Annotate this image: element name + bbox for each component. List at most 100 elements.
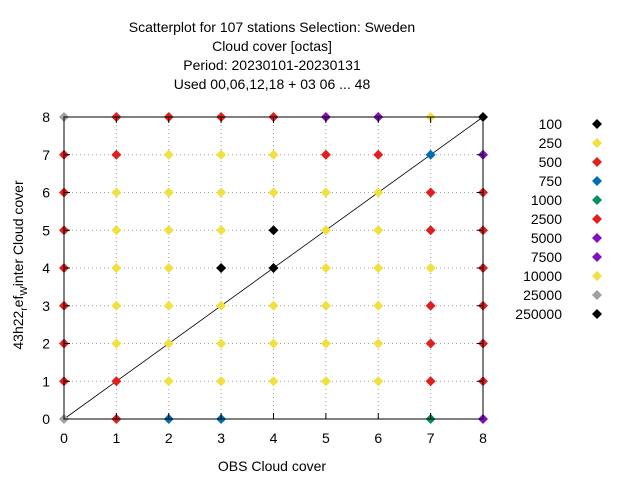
- x-tick-label: 2: [165, 430, 173, 446]
- data-point: [268, 187, 279, 198]
- legend-label: 250000: [515, 306, 562, 322]
- y-tick-label: 3: [42, 298, 50, 314]
- data-point: [216, 300, 227, 311]
- y-label-mid: ef: [10, 296, 26, 308]
- x-axis-ticks: 0 1 2 3 4 5 6 7 8: [60, 117, 487, 446]
- data-point: [373, 187, 384, 198]
- data-point: [320, 338, 331, 349]
- y-tick-label: 4: [42, 260, 50, 276]
- x-tick-label: 6: [374, 430, 382, 446]
- legend-label: 250: [539, 135, 563, 151]
- legend-marker: [592, 233, 602, 243]
- data-point: [268, 263, 279, 273]
- data-point: [216, 225, 227, 236]
- data-point: [216, 263, 227, 273]
- legend-marker: [592, 271, 602, 281]
- legend-marker: [592, 138, 602, 148]
- data-point: [111, 149, 122, 160]
- legend-marker: [592, 290, 602, 300]
- data-point: [111, 376, 122, 387]
- x-tick-label: 0: [60, 430, 68, 446]
- data-point: [216, 376, 227, 387]
- data-point: [163, 263, 174, 273]
- y-tick-label: 2: [42, 336, 50, 352]
- legend-label: 100: [539, 116, 563, 132]
- data-point: [163, 300, 174, 311]
- x-tick-label: 5: [322, 430, 330, 446]
- x-tick-label: 1: [112, 430, 120, 446]
- data-point: [268, 225, 279, 236]
- legend-marker: [592, 252, 602, 262]
- y-label-suffix: inter Cloud cover: [10, 180, 26, 286]
- y-tick-label: 1: [42, 373, 50, 389]
- legend-label: 25000: [523, 287, 562, 303]
- data-point: [425, 187, 436, 198]
- data-point: [111, 338, 122, 349]
- chart-title: Scatterplot for 107 stations Selection: …: [129, 19, 415, 92]
- y-tick-label: 0: [42, 411, 50, 427]
- legend-label: 7500: [531, 249, 562, 265]
- title-line-3: Period: 20230101-20230131: [183, 57, 361, 73]
- data-point: [320, 300, 331, 311]
- title-line-4: Used 00,06,12,18 + 03 06 ... 48: [174, 76, 371, 92]
- data-point: [111, 263, 122, 273]
- data-point: [320, 263, 331, 273]
- data-point: [163, 225, 174, 236]
- x-tick-label: 3: [217, 430, 225, 446]
- y-tick-label: 5: [42, 222, 50, 238]
- data-point: [216, 338, 227, 349]
- y-label-prefix: 43h22: [10, 310, 26, 349]
- data-point: [320, 376, 331, 387]
- title-line-1: Scatterplot for 107 stations Selection: …: [129, 19, 415, 35]
- data-point: [425, 225, 436, 236]
- legend-label: 5000: [531, 230, 562, 246]
- y-label-sub1: r: [19, 307, 30, 311]
- data-point: [163, 187, 174, 198]
- data-point: [320, 187, 331, 198]
- x-axis-label: OBS Cloud cover: [218, 458, 326, 474]
- data-point: [373, 376, 384, 387]
- data-point: [425, 263, 436, 273]
- data-point: [425, 149, 436, 160]
- y-axis-ticks: 0 1 2 3 4 5 6 7 8: [42, 109, 483, 427]
- data-point: [216, 187, 227, 198]
- legend-marker: [592, 195, 602, 205]
- y-label-sub2: W: [19, 286, 30, 296]
- x-tick-label: 8: [479, 430, 487, 446]
- data-point: [268, 338, 279, 349]
- data-point: [425, 300, 436, 311]
- data-point: [163, 338, 174, 349]
- data-point: [373, 300, 384, 311]
- legend-label: 1000: [531, 192, 562, 208]
- data-point: [111, 225, 122, 236]
- data-point: [320, 225, 331, 236]
- data-points: [59, 112, 488, 424]
- legend-marker: [592, 214, 602, 224]
- y-tick-label: 6: [42, 185, 50, 201]
- legend-marker: [592, 309, 602, 319]
- data-point: [373, 149, 384, 160]
- data-point: [111, 187, 122, 198]
- data-point: [163, 149, 174, 160]
- x-tick-label: 7: [427, 430, 435, 446]
- data-point: [268, 376, 279, 387]
- legend-marker: [592, 157, 602, 167]
- y-tick-label: 8: [42, 109, 50, 125]
- data-point: [268, 149, 279, 160]
- x-tick-label: 4: [270, 430, 278, 446]
- legend-label: 2500: [531, 211, 562, 227]
- data-point: [216, 149, 227, 160]
- legend-label: 10000: [523, 268, 562, 284]
- data-point: [111, 300, 122, 311]
- data-point: [373, 225, 384, 236]
- data-point: [163, 376, 174, 387]
- data-point: [320, 149, 331, 160]
- data-point: [425, 376, 436, 387]
- data-point: [373, 338, 384, 349]
- legend-label: 500: [539, 154, 563, 170]
- y-tick-label: 7: [42, 147, 50, 163]
- data-point: [268, 300, 279, 311]
- legend-label: 750: [539, 173, 563, 189]
- legend-marker: [592, 119, 602, 129]
